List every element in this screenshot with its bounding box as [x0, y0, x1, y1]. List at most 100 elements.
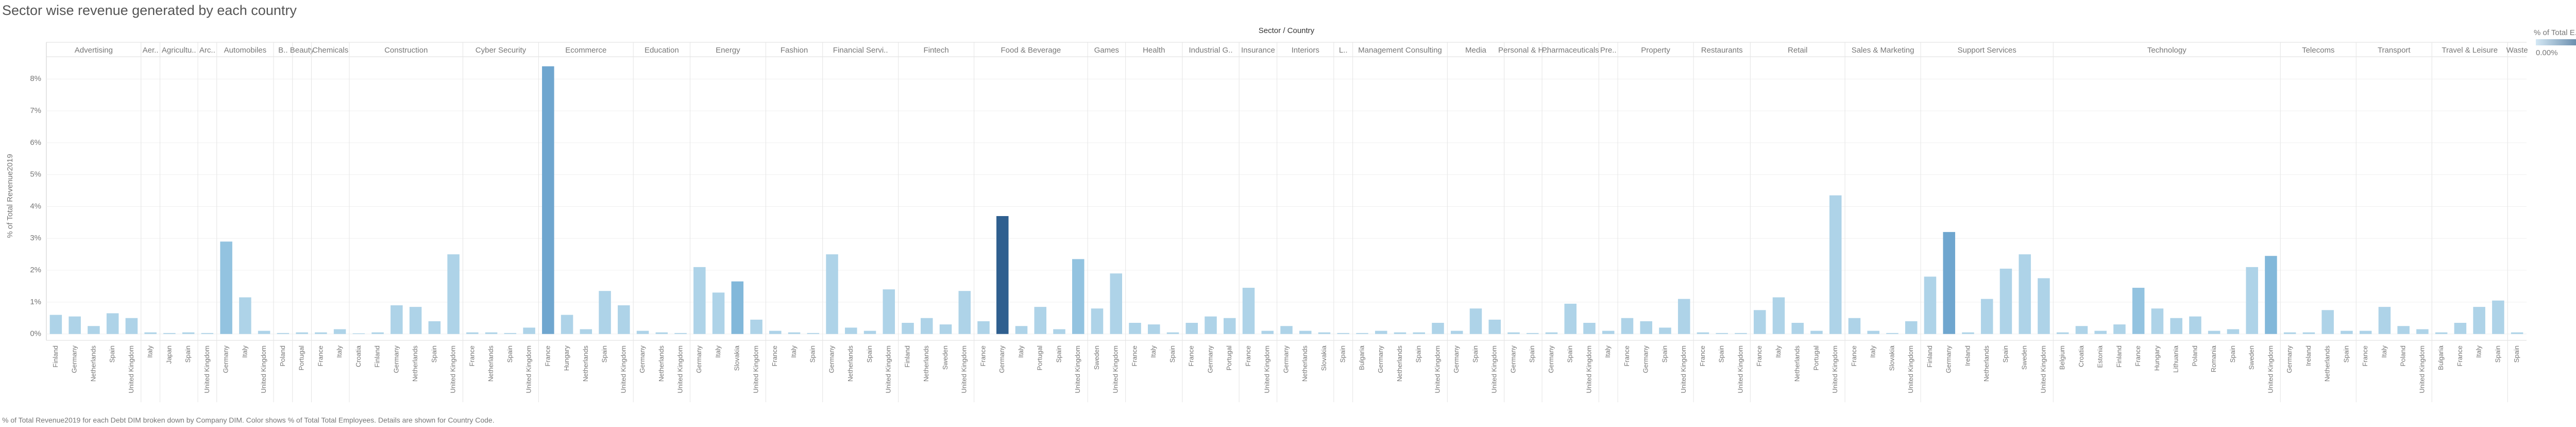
x-tick-label: France — [468, 346, 476, 366]
bar — [2265, 256, 2277, 334]
y-tick-label: 2% — [30, 266, 41, 274]
x-tick-label: Germany — [998, 346, 1006, 373]
sector-label: Arc.. — [199, 46, 215, 55]
x-tick-label: Slovakia — [1320, 345, 1328, 371]
bar — [1299, 331, 1312, 334]
x-tick-label: United Kingdom — [1736, 346, 1744, 393]
bar — [1450, 331, 1463, 334]
sector-label: L.. — [1339, 46, 1348, 55]
x-tick-label: United Kingdom — [203, 346, 211, 393]
sector-label: Property — [1641, 46, 1670, 55]
bar — [1469, 308, 1482, 334]
x-tick-label: Germany — [1547, 346, 1555, 373]
bar — [409, 307, 422, 334]
bar — [1148, 324, 1160, 334]
bar — [163, 333, 176, 334]
bar — [485, 332, 498, 334]
x-tick-label: Germany — [2285, 346, 2293, 373]
sector-label: Technology — [2147, 46, 2187, 55]
bar — [636, 331, 649, 334]
bar — [1716, 333, 1728, 334]
bar — [220, 241, 232, 334]
bar — [125, 318, 138, 334]
x-tick-label: Poland — [2191, 346, 2198, 366]
bar — [599, 291, 611, 334]
bar — [1810, 331, 1823, 334]
bar — [1375, 331, 1387, 334]
bar — [315, 332, 327, 334]
x-tick-label: United Kingdom — [960, 346, 968, 393]
bar — [2151, 308, 2164, 334]
x-tick-label: Netherlands — [582, 346, 589, 382]
x-tick-label: Germany — [1377, 346, 1384, 373]
x-tick-label: Netherlands — [89, 346, 97, 382]
bar — [655, 332, 668, 334]
x-tick-label: Bulgaria — [2437, 345, 2445, 370]
x-tick-label: Italy — [2380, 346, 2388, 358]
sector-label: Cyber Security — [476, 46, 527, 55]
bar — [1980, 299, 1993, 334]
x-tick-label: Spain — [2513, 346, 2520, 363]
y-tick-label: 1% — [30, 298, 41, 306]
x-tick-label: France — [771, 346, 778, 366]
x-tick-label: Finland — [2115, 346, 2123, 368]
x-tick-label: Germany — [1452, 346, 1460, 373]
sector-label: Restaurants — [1701, 46, 1743, 55]
x-tick-label: United Kingdom — [127, 346, 135, 393]
sector-label: Management Consulting — [1358, 46, 1442, 55]
sector-label: Beauty — [290, 46, 314, 55]
sector-label: Energy — [716, 46, 740, 55]
x-tick-label: Spain — [430, 346, 438, 363]
header-title: Sector / Country — [1259, 26, 1315, 35]
bar — [996, 216, 1009, 334]
bar — [371, 332, 384, 334]
bar — [750, 319, 762, 334]
x-tick-label: United Kingdom — [1263, 346, 1271, 393]
x-tick-label: Italy — [1017, 346, 1025, 358]
bar — [1545, 332, 1558, 334]
bar — [1488, 319, 1501, 334]
x-tick-label: Sweden — [2021, 346, 2028, 370]
bar — [2359, 331, 2372, 334]
x-tick-label: United Kingdom — [619, 346, 627, 393]
x-tick-label: Spain — [506, 346, 514, 363]
x-tick-label: Spain — [1718, 346, 1725, 363]
x-tick-label: France — [2456, 346, 2464, 366]
bar — [542, 66, 554, 334]
bar — [2132, 288, 2145, 334]
x-tick-label: Netherlands — [1793, 346, 1801, 382]
y-axis-title: % of Total Revenue2019 — [6, 154, 14, 238]
bar — [1337, 333, 1350, 334]
sector-label: Agricultu.. — [162, 46, 196, 55]
sector-label: Transport — [2378, 46, 2411, 55]
x-tick-label: Netherlands — [411, 346, 419, 382]
x-tick-label: Italy — [1869, 346, 1877, 358]
bar — [2378, 307, 2391, 334]
x-tick-label: Poland — [279, 346, 286, 366]
bar — [1356, 333, 1368, 334]
x-tick-label: Netherlands — [2324, 346, 2331, 382]
bar — [1564, 303, 1577, 334]
bar — [883, 289, 895, 334]
x-tick-label: Bulgaria — [1358, 345, 1365, 370]
x-tick-label: United Kingdom — [1831, 346, 1839, 393]
bar — [1261, 331, 1274, 334]
x-tick-label: Germany — [1282, 346, 1290, 373]
x-tick-label: Finland — [903, 346, 911, 368]
x-tick-label: Germany — [1945, 346, 1953, 373]
bar — [258, 331, 270, 334]
bar — [921, 318, 933, 334]
x-tick-label: Ireland — [2304, 346, 2312, 366]
x-tick-label: France — [1623, 346, 1631, 366]
bar — [1129, 323, 1141, 334]
y-tick-label: 7% — [30, 106, 41, 115]
bar — [1753, 310, 1766, 334]
bar — [788, 332, 801, 334]
bar — [277, 333, 290, 334]
x-tick-label: Ireland — [1963, 346, 1971, 366]
x-tick-label: Sweden — [2248, 346, 2256, 370]
bar — [2397, 326, 2410, 334]
sector-label: Advertising — [75, 46, 113, 55]
bar — [580, 329, 592, 334]
x-tick-label: France — [1188, 346, 1195, 366]
